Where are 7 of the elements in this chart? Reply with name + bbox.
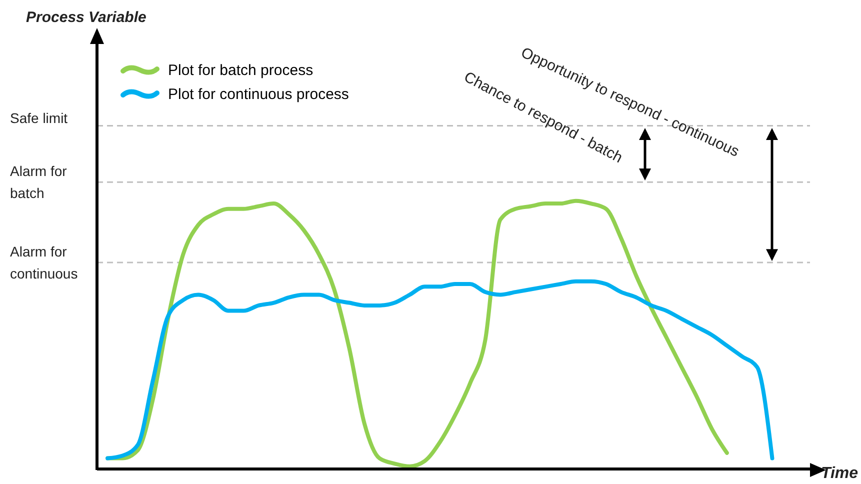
ref-line-label: Safe limit [10, 110, 68, 126]
ref-line-label: Alarm for batch [10, 163, 68, 202]
x-axis-title: Time [821, 465, 858, 482]
ref-line-label: Alarm for continuous [10, 244, 78, 282]
legend-label: Plot for continuous process [168, 86, 349, 102]
legend-label: Plot for batch process [168, 62, 314, 78]
text: Process Variable [26, 9, 146, 26]
